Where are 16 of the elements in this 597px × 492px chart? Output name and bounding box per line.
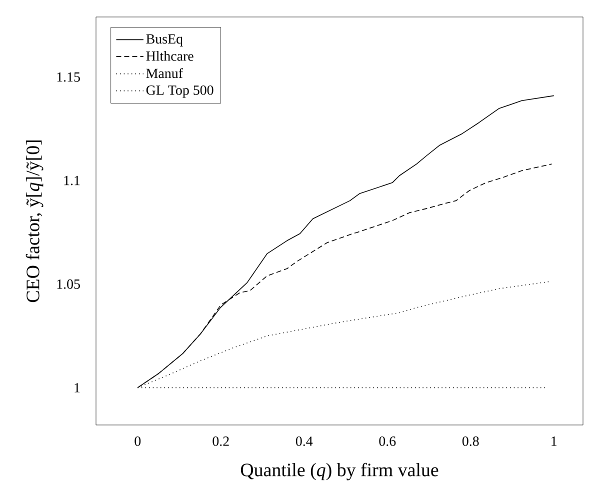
legend-label: BusEq: [146, 34, 183, 46]
y-tick-label: 1.1: [64, 176, 80, 186]
legend-label: Manuf: [146, 68, 183, 78]
y-tick-label: 1.05: [57, 279, 80, 289]
legend-label: GL Top 500: [146, 85, 214, 98]
legend-label: Hlthcare: [146, 50, 194, 61]
x-axis-title: Quantile (q) by firm value: [240, 462, 438, 480]
x-tick-label: 0.2: [212, 436, 229, 446]
x-tick-label: 1: [552, 436, 557, 446]
y-tick-label: 1.15: [57, 72, 80, 82]
x-tick-label: 0: [134, 436, 141, 446]
y-axis-title: CEO factor, ỹ[q]/ỹ[0]: [26, 140, 44, 302]
x-tick-label: 0.8: [462, 436, 479, 446]
x-tick-label: 0.4: [296, 436, 313, 446]
y-tick-label: 1: [74, 383, 80, 392]
x-tick-label: 0.6: [379, 436, 396, 446]
